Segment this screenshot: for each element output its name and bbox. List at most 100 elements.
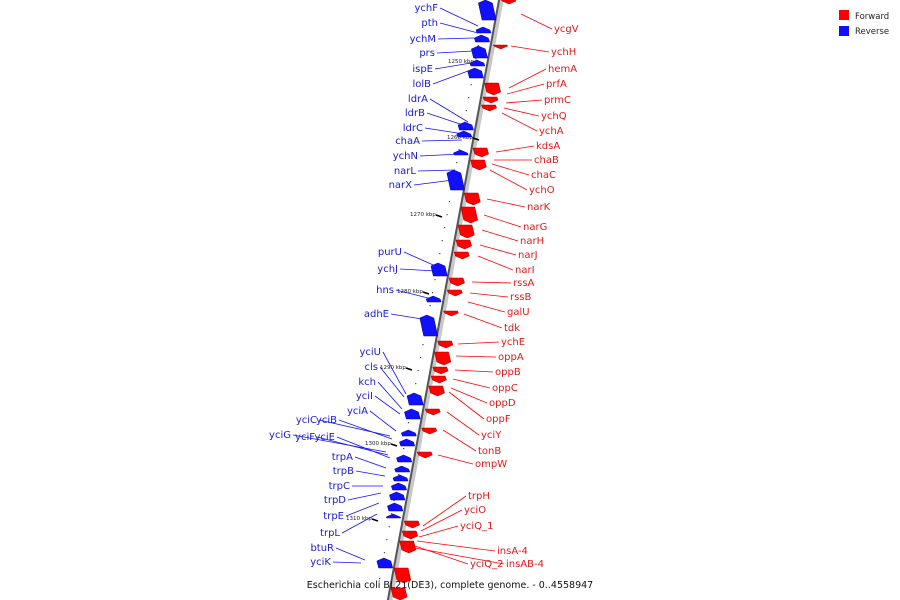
minor-tick [448,201,451,203]
reverse-gene-arrow [385,513,402,519]
reverse-leader-line [419,153,461,157]
forward-leader-line [491,163,530,176]
reverse-leader-line [292,434,387,453]
forward-gene-arrow [443,310,459,317]
reverse-gene-arrow [469,59,486,67]
reverse-gene-label: ldrA [408,94,428,105]
reverse-leader-line [354,456,387,469]
minor-tick [439,253,441,255]
forward-leader-line [437,454,474,465]
reverse-gene-label: ldrC [403,123,423,134]
reverse-gene-label: trpA [332,452,353,463]
reverse-gene-label: trpB [333,466,354,477]
forward-gene-label: insA-4 [497,546,528,557]
reverse-gene-arrow [467,67,484,79]
forward-leader-line [508,68,547,89]
reverse-gene-arrow [446,169,465,191]
reverse-gene-label: yciK [310,557,331,568]
forward-gene-arrow [492,44,509,50]
reverse-leader-line [338,419,393,440]
reverse-leader-line [437,37,475,40]
forward-gene-arrow [448,277,465,287]
forward-gene-arrow [430,375,447,384]
forward-gene-label: narI [515,265,535,276]
forward-gene-label: ycgV [554,24,579,35]
forward-gene-arrow [416,451,433,459]
forward-leader-line [520,13,553,30]
forward-gene-label: narJ [518,250,538,261]
forward-gene-label: ychA [539,126,564,137]
minor-tick [441,240,443,242]
forward-leader-line [454,369,494,373]
forward-gene-arrow [460,206,479,224]
reverse-leader-line [355,470,386,477]
reverse-gene-arrow [430,262,448,277]
forward-gene-arrow [453,251,470,260]
forward-gene-arrow [434,351,452,366]
reverse-gene-label: prs [419,48,435,59]
forward-gene-arrow [484,82,501,96]
tick-mark [405,367,413,371]
legend: Forward Reverse [839,10,889,37]
reverse-gene-label: narL [394,166,417,177]
reverse-gene-arrow [376,557,394,569]
reverse-gene-label: kch [358,377,376,388]
reverse-gene-label: trpL [320,528,340,539]
forward-gene-arrow [421,427,438,435]
minor-tick [456,162,458,164]
minor-tick [417,370,419,372]
tick-label: 1280 kbp [397,289,423,295]
tick-mark [371,518,379,522]
forward-gene-arrow [446,289,463,297]
tick-mark [390,443,398,447]
reverse-leader-line [426,112,467,127]
minor-tick [388,526,390,528]
reverse-leader-line [434,62,472,70]
minor-tick [403,448,405,450]
reverse-gene-label: ldrB [405,108,425,119]
reverse-gene-label: ispE [412,64,433,75]
minor-tick [458,149,460,151]
forward-leader-line [416,540,496,552]
forward-leader-line [457,341,500,345]
tick-label: 1290 kbp [380,365,406,371]
forward-leader-line [479,244,517,256]
forward-gene-arrow [428,385,445,397]
tick-label: 1260 kbp [447,135,473,141]
forward-gene-label: ychO [529,185,555,196]
reverse-gene-label: yciI [356,391,373,402]
forward-gene-label: yciY [481,430,502,441]
forward-gene-arrow [424,408,441,416]
forward-gene-label: tonB [478,446,501,457]
gene-features [376,0,517,600]
minor-tick [419,357,422,359]
reverse-gene-label: ychM [410,34,436,45]
reverse-leader-line [417,169,456,172]
forward-gene-arrow [390,587,408,600]
forward-leader-line [418,525,459,538]
tick-mark [422,291,430,295]
legend-swatch-reverse [839,26,849,36]
minor-tick [444,227,446,229]
reverse-leader-line [413,179,454,186]
forward-leader-line [422,495,467,527]
reverse-gene-label: yciU [359,347,381,358]
reverse-gene-label: narX [389,180,413,191]
forward-leader-line [486,198,526,208]
forward-gene-label: oppF [486,414,511,425]
tick-label: 1250 kbp [448,59,474,65]
reverse-gene-arrow [400,429,417,437]
reverse-gene-arrow [475,26,492,34]
legend-label-forward: Forward [855,12,889,22]
backbone-shadow [387,0,504,600]
minor-tick [398,474,400,476]
forward-gene-label: tdk [504,323,520,334]
reverse-leader-line [382,351,407,395]
forward-gene-label: yciO [464,505,486,516]
reverse-leader-line [377,381,403,410]
forward-gene-label: rssB [510,292,532,303]
reverse-gene-arrow [389,491,406,501]
minor-tick [431,292,434,294]
reverse-leader-line [335,547,366,561]
forward-gene-label: narG [523,222,547,233]
